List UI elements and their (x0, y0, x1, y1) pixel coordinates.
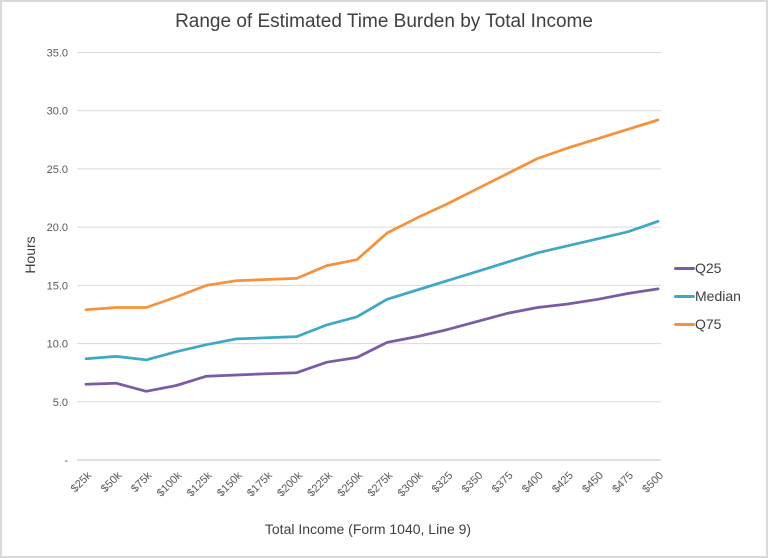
x-tick-label: $500 (640, 470, 666, 496)
y-axis-title: Hours (22, 236, 38, 274)
y-tick-label: 10.0 (47, 339, 68, 351)
x-tick-label: $175k (245, 469, 275, 499)
x-tick-label: $400 (520, 470, 546, 496)
y-tick-label: 15.0 (47, 280, 68, 292)
legend-swatch-q25 (674, 267, 695, 270)
x-tick-label: $475 (610, 470, 636, 496)
y-tick-label: 35.0 (47, 48, 68, 60)
x-tick-label: $275k (365, 469, 395, 499)
x-tick-label: $75k (129, 469, 155, 495)
legend-item-q75: Q75 (674, 315, 741, 334)
x-tick-label: $425 (550, 470, 576, 496)
x-axis-title: Total Income (Form 1040, Line 9) (264, 521, 472, 537)
legend-item-median: Median (674, 287, 741, 306)
series-line-q25 (84, 287, 660, 393)
x-tick-label: $25k (69, 469, 95, 495)
x-tick-label: $375 (490, 470, 516, 496)
x-tick-label: $325 (430, 470, 456, 496)
gridlines (77, 52, 661, 461)
series-line-median (84, 219, 660, 362)
legend: Q25 Median Q75 (674, 259, 741, 334)
x-tick-label: $300k (396, 469, 426, 499)
x-tick-label: $150k (215, 469, 245, 499)
x-tick-label: $350 (460, 470, 486, 496)
x-tick-label: $125k (185, 469, 215, 499)
x-tick-label: $250k (335, 469, 365, 499)
x-tick-label: $50k (99, 469, 125, 495)
y-tick-label: - (64, 455, 68, 467)
y-tick-label: 25.0 (47, 164, 68, 176)
legend-label-q25: Q25 (695, 260, 722, 276)
legend-swatch-median (674, 295, 695, 298)
legend-item-q25: Q25 (674, 259, 741, 278)
x-tick-label: $225k (305, 469, 335, 499)
x-tick-label: $450 (580, 470, 606, 496)
chart-title: Range of Estimated Time Burden by Total … (175, 11, 593, 32)
y-tick-label: 20.0 (47, 222, 68, 234)
series-line-q75 (84, 118, 660, 312)
x-tick-labels: $25k $50k $75k $100k $125k $150k $175k $200k $22… (69, 469, 666, 499)
x-tick-label: $100k (155, 469, 185, 499)
x-tick-label: $200k (275, 469, 305, 499)
y-tick-labels: - 5.0 10.0 15.0 20.0 25.0 30.0 35.0 (47, 48, 69, 468)
y-tick-label: 30.0 (47, 106, 68, 118)
legend-swatch-q75 (674, 323, 695, 326)
legend-label-q75: Q75 (695, 316, 722, 332)
legend-label-median: Median (695, 288, 741, 304)
y-tick-label: 5.0 (53, 397, 68, 409)
